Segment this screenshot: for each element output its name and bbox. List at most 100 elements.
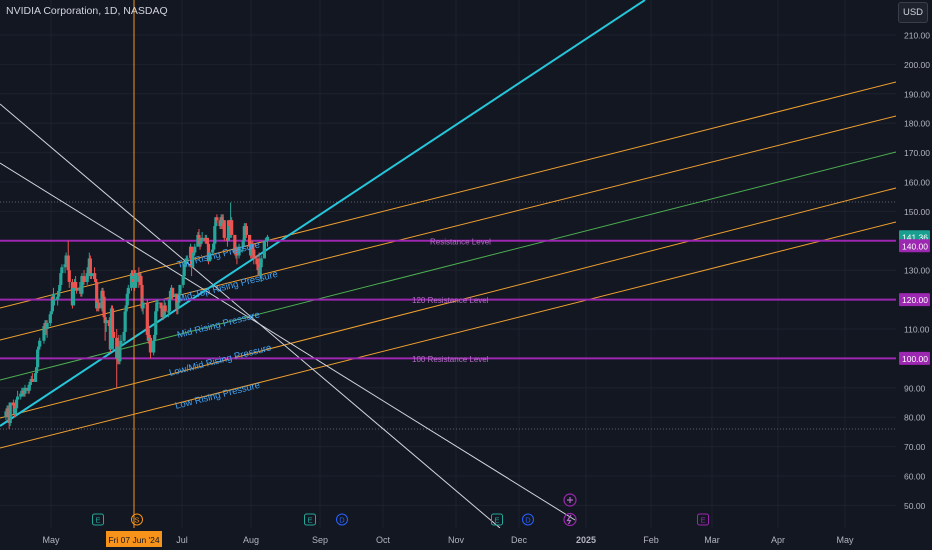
candle[interactable] bbox=[102, 293, 106, 321]
candle[interactable] bbox=[141, 296, 145, 315]
candle[interactable] bbox=[171, 287, 175, 300]
candle[interactable] bbox=[67, 267, 71, 288]
candle[interactable] bbox=[196, 231, 200, 247]
channel-line[interactable] bbox=[0, 221, 897, 449]
candle[interactable] bbox=[193, 243, 197, 253]
candle[interactable] bbox=[178, 284, 182, 294]
candle[interactable] bbox=[230, 217, 234, 238]
candle-body bbox=[160, 308, 164, 315]
candle[interactable] bbox=[75, 281, 79, 294]
event-marker[interactable]: E bbox=[92, 513, 104, 526]
event-marker[interactable]: D bbox=[336, 513, 348, 526]
event-marker[interactable]: D bbox=[522, 513, 534, 526]
candle-body bbox=[57, 290, 61, 297]
candle[interactable] bbox=[45, 320, 49, 338]
candle[interactable] bbox=[104, 317, 108, 332]
candle[interactable] bbox=[262, 240, 266, 259]
candle-body bbox=[167, 299, 172, 312]
candle[interactable] bbox=[119, 334, 123, 350]
candle[interactable] bbox=[64, 252, 68, 268]
candle[interactable] bbox=[213, 223, 217, 244]
candle-body bbox=[36, 349, 40, 368]
candle[interactable] bbox=[4, 411, 8, 421]
candle[interactable] bbox=[200, 231, 204, 241]
candle[interactable] bbox=[235, 246, 239, 265]
candle-body bbox=[230, 220, 234, 235]
candles bbox=[4, 202, 270, 429]
candle[interactable] bbox=[263, 237, 268, 247]
channel-line[interactable] bbox=[0, 81, 897, 309]
candle-body bbox=[89, 273, 94, 277]
candle-body bbox=[107, 320, 111, 327]
candle[interactable] bbox=[15, 390, 20, 403]
candle[interactable] bbox=[126, 284, 130, 297]
candle-body bbox=[183, 261, 187, 265]
candle[interactable] bbox=[52, 293, 57, 306]
candle-body bbox=[20, 393, 24, 395]
candle[interactable] bbox=[265, 234, 270, 247]
event-marker[interactable]: S bbox=[131, 513, 143, 526]
descending-trendline-1[interactable] bbox=[0, 103, 501, 529]
currency-button[interactable]: USD bbox=[898, 2, 928, 23]
candle[interactable] bbox=[156, 299, 160, 309]
candle-body bbox=[247, 234, 252, 247]
candle[interactable] bbox=[36, 346, 40, 371]
event-marker[interactable]: E bbox=[304, 513, 316, 526]
candle[interactable] bbox=[222, 220, 226, 241]
candle[interactable] bbox=[8, 402, 12, 427]
candle[interactable] bbox=[215, 214, 219, 224]
candle[interactable] bbox=[154, 308, 158, 338]
candle-body bbox=[265, 236, 270, 241]
candle[interactable] bbox=[30, 373, 34, 382]
candle[interactable] bbox=[176, 302, 180, 315]
candle[interactable] bbox=[38, 337, 42, 350]
candle[interactable] bbox=[60, 264, 64, 277]
candle[interactable] bbox=[73, 276, 78, 288]
candle-body bbox=[110, 308, 115, 332]
candle[interactable] bbox=[118, 343, 122, 365]
add-event-icon[interactable] bbox=[563, 493, 577, 507]
candle[interactable] bbox=[97, 299, 101, 312]
candle[interactable] bbox=[244, 223, 249, 238]
candle[interactable] bbox=[163, 302, 167, 315]
candle[interactable] bbox=[80, 273, 84, 297]
candle[interactable] bbox=[82, 270, 86, 285]
candle[interactable] bbox=[185, 255, 189, 262]
candle[interactable] bbox=[19, 390, 23, 400]
event-marker[interactable]: E bbox=[491, 513, 503, 526]
candle-body bbox=[175, 293, 179, 309]
candle[interactable] bbox=[66, 240, 70, 271]
candle[interactable] bbox=[89, 267, 94, 280]
descending-trendline-2[interactable] bbox=[0, 162, 576, 521]
candle[interactable] bbox=[148, 334, 153, 359]
candle[interactable] bbox=[42, 323, 46, 344]
channel-line[interactable] bbox=[0, 187, 897, 419]
candle[interactable] bbox=[237, 243, 241, 259]
event-marker[interactable]: E bbox=[697, 513, 709, 526]
candle[interactable] bbox=[123, 308, 127, 332]
candle[interactable] bbox=[111, 329, 116, 350]
candle[interactable] bbox=[259, 255, 263, 282]
candle[interactable] bbox=[184, 255, 188, 268]
candle[interactable] bbox=[134, 270, 138, 288]
candle[interactable] bbox=[207, 249, 212, 262]
candle-body bbox=[222, 220, 226, 238]
candle[interactable] bbox=[152, 340, 156, 356]
candle[interactable] bbox=[145, 299, 149, 338]
candle-body bbox=[101, 290, 105, 297]
candle[interactable] bbox=[71, 284, 76, 306]
candle[interactable] bbox=[110, 305, 115, 335]
candle-body bbox=[82, 276, 86, 282]
ascending-trendline[interactable] bbox=[0, 0, 646, 427]
channel-line[interactable] bbox=[0, 115, 897, 341]
event-marker-frame bbox=[336, 513, 348, 526]
candle-body bbox=[176, 302, 180, 309]
candle[interactable] bbox=[155, 299, 159, 312]
candle[interactable] bbox=[252, 246, 256, 265]
price-tick: 50.00 bbox=[904, 501, 926, 511]
price-tick: 200.00 bbox=[904, 60, 930, 70]
time-label: Apr bbox=[771, 535, 785, 545]
candle[interactable] bbox=[23, 384, 27, 397]
lightning-icon[interactable] bbox=[563, 512, 577, 527]
